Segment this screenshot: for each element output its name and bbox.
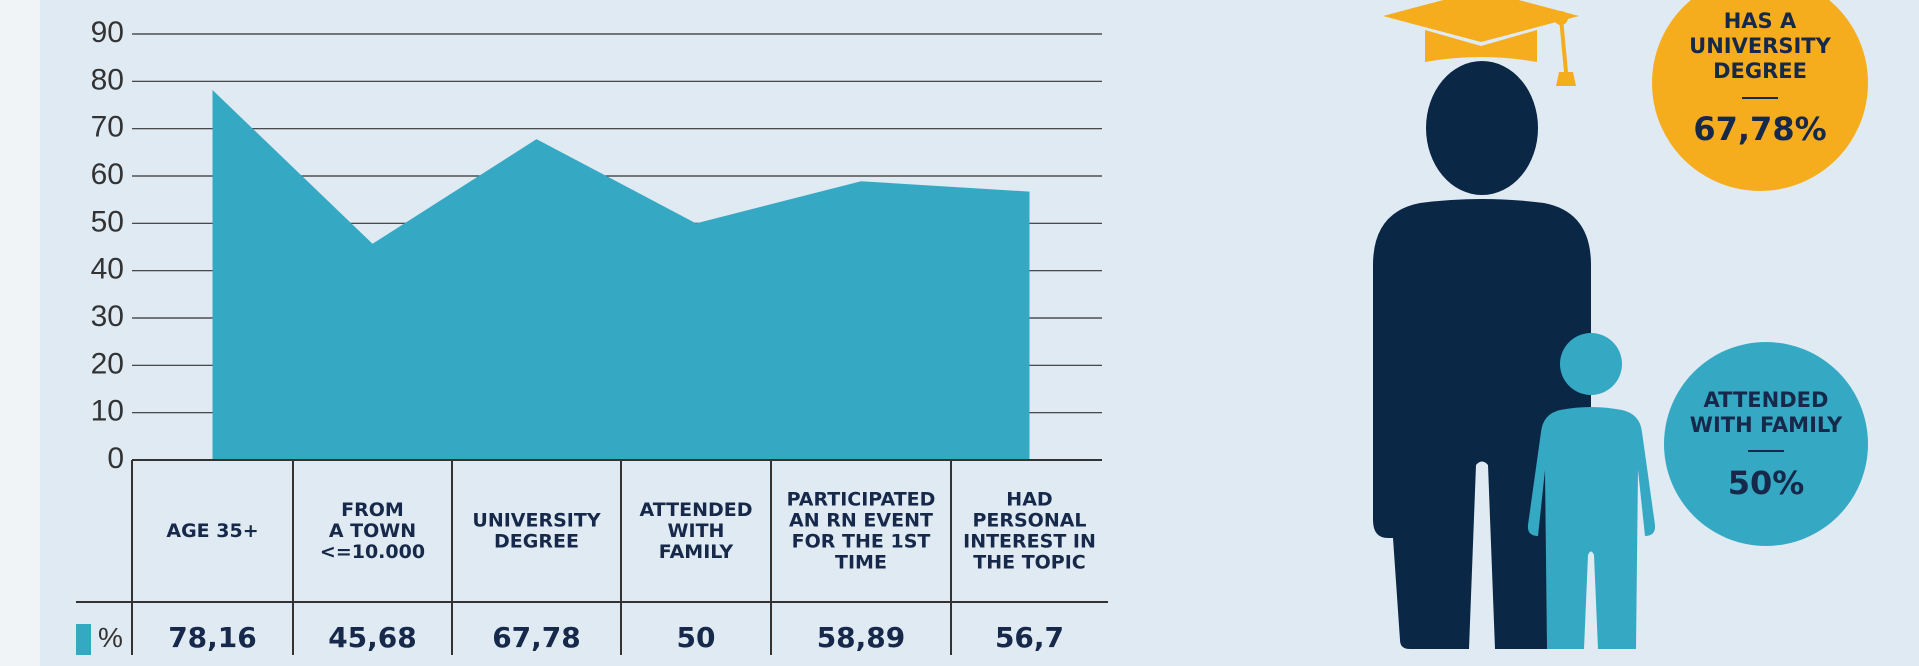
illustration: [1373, 0, 1656, 649]
chart: 0 10 20 30 40 50 60 70 80 90 AGE 35+ FROM A TOWN <=10…: [76, 16, 1108, 655]
badge-circle: [1652, 0, 1868, 191]
legend-swatch: [76, 624, 91, 655]
y-tick-label: 30: [91, 300, 124, 333]
category-label: UNIVERSITY DEGREE: [472, 509, 600, 552]
y-tick-label: 0: [107, 442, 124, 475]
y-tick-label: 90: [91, 16, 124, 49]
value-label: 50: [677, 621, 716, 654]
legend-label: %: [98, 622, 123, 653]
y-tick-label: 10: [91, 395, 124, 428]
category-label: ATTENDED WITH FAMILY: [640, 499, 753, 563]
value-label: 58,89: [817, 621, 906, 654]
category-label: FROM A TOWN <=10.000: [320, 499, 425, 563]
y-tick-label: 60: [91, 158, 124, 191]
y-tick-label: 80: [91, 63, 124, 96]
category-label: PARTICIPATED AN RN EVENT FOR THE 1ST TIME: [787, 488, 936, 573]
badge-label: HAS A UNIVERSITY DEGREE: [1689, 9, 1831, 83]
value-label: 45,68: [328, 621, 417, 654]
value-label: 67,78: [492, 621, 581, 654]
category-label: HAD PERSONAL INTEREST IN THE TOPIC: [963, 488, 1096, 573]
badge-value: 50%: [1728, 464, 1805, 502]
badge-label: ATTENDED WITH FAMILY: [1690, 388, 1843, 437]
y-tick-label: 40: [91, 253, 124, 286]
y-tick-label: 20: [91, 347, 124, 380]
value-label: 78,16: [168, 621, 257, 654]
y-tick-label: 50: [91, 205, 124, 238]
y-tick-label: 70: [91, 111, 124, 144]
side-strip: [0, 0, 40, 666]
badge-value: 67,78%: [1693, 110, 1826, 148]
area: [212, 90, 1030, 460]
badge-circle: [1664, 342, 1868, 546]
value-label: 56,7: [995, 621, 1064, 654]
category-label: AGE 35+: [166, 520, 258, 542]
